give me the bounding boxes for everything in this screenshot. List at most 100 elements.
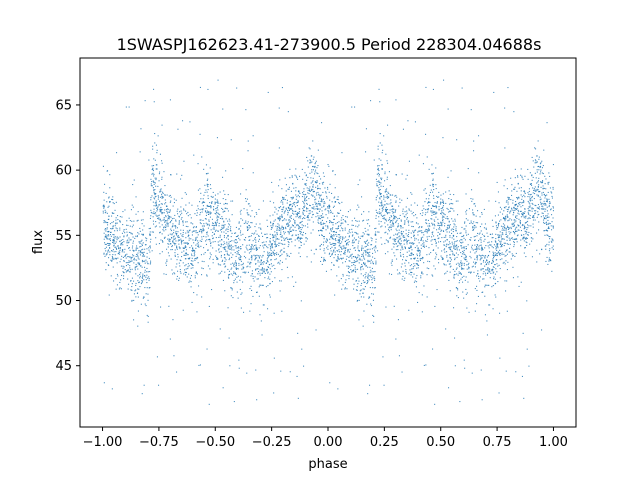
data-point bbox=[103, 207, 105, 209]
data-point bbox=[437, 238, 439, 240]
data-point bbox=[366, 239, 368, 241]
data-point bbox=[266, 269, 268, 271]
data-point bbox=[435, 245, 437, 247]
data-point bbox=[178, 279, 180, 281]
data-point bbox=[392, 221, 394, 223]
data-point bbox=[331, 262, 333, 264]
data-point bbox=[497, 225, 499, 227]
data-point bbox=[432, 223, 434, 225]
data-point bbox=[193, 154, 195, 156]
data-point bbox=[433, 195, 435, 197]
data-point bbox=[305, 240, 307, 242]
data-point bbox=[305, 237, 307, 239]
data-point bbox=[373, 247, 375, 249]
data-point bbox=[455, 287, 457, 289]
data-point bbox=[259, 255, 261, 257]
data-point bbox=[280, 231, 282, 233]
data-point bbox=[403, 243, 405, 245]
data-point bbox=[457, 262, 459, 264]
data-point bbox=[552, 206, 554, 208]
data-point bbox=[235, 242, 237, 244]
data-point bbox=[440, 241, 442, 243]
data-point bbox=[224, 224, 226, 226]
data-point bbox=[293, 204, 295, 206]
data-point bbox=[207, 249, 209, 251]
data-point bbox=[405, 178, 407, 180]
data-point bbox=[552, 210, 554, 212]
data-point bbox=[128, 241, 130, 243]
data-point bbox=[342, 239, 344, 241]
data-point bbox=[259, 245, 261, 247]
data-point bbox=[210, 188, 212, 190]
data-point bbox=[176, 259, 178, 261]
data-point bbox=[456, 267, 458, 269]
data-point bbox=[165, 215, 167, 217]
data-point bbox=[330, 269, 332, 271]
data-point bbox=[303, 206, 305, 208]
data-point bbox=[431, 232, 433, 234]
data-point bbox=[531, 175, 533, 177]
data-point bbox=[259, 284, 261, 286]
data-point bbox=[289, 230, 291, 232]
data-point bbox=[167, 214, 169, 216]
data-point bbox=[250, 303, 252, 305]
data-point bbox=[153, 181, 155, 183]
data-point bbox=[542, 188, 544, 190]
data-point bbox=[465, 293, 467, 295]
data-point bbox=[549, 259, 551, 261]
data-point bbox=[124, 255, 126, 257]
data-point bbox=[320, 204, 322, 206]
data-point bbox=[513, 223, 515, 225]
data-point bbox=[282, 228, 284, 230]
data-point bbox=[454, 254, 456, 256]
data-point bbox=[302, 200, 304, 202]
data-point bbox=[501, 232, 503, 234]
data-point bbox=[474, 248, 476, 250]
data-point bbox=[209, 258, 211, 260]
data-point bbox=[453, 274, 455, 276]
data-point bbox=[535, 210, 537, 212]
data-point bbox=[367, 280, 369, 282]
data-point bbox=[548, 244, 550, 246]
data-point bbox=[157, 215, 159, 217]
data-point bbox=[304, 215, 306, 217]
data-point bbox=[381, 205, 383, 207]
data-point bbox=[134, 269, 136, 271]
data-point bbox=[485, 274, 487, 276]
data-point bbox=[387, 197, 389, 199]
data-point bbox=[300, 244, 302, 246]
data-point bbox=[467, 219, 469, 221]
data-point bbox=[153, 88, 155, 90]
data-point bbox=[365, 252, 367, 254]
data-point bbox=[471, 200, 473, 202]
data-point bbox=[166, 205, 168, 207]
data-point bbox=[107, 170, 109, 172]
data-point bbox=[274, 259, 276, 261]
data-point bbox=[240, 213, 242, 215]
data-point bbox=[391, 210, 393, 212]
data-point bbox=[360, 266, 362, 268]
data-point bbox=[173, 242, 175, 244]
data-point bbox=[356, 233, 358, 235]
data-point bbox=[222, 244, 224, 246]
data-point bbox=[356, 258, 358, 260]
data-point bbox=[238, 367, 240, 369]
data-point bbox=[422, 236, 424, 238]
data-point bbox=[127, 239, 129, 241]
data-point bbox=[442, 206, 444, 208]
data-point bbox=[150, 262, 152, 264]
data-point bbox=[276, 227, 278, 229]
data-point bbox=[177, 236, 179, 238]
data-point bbox=[155, 200, 157, 202]
data-point bbox=[537, 140, 539, 142]
data-point bbox=[199, 201, 201, 203]
data-point bbox=[489, 244, 491, 246]
data-point bbox=[523, 200, 525, 202]
data-point bbox=[400, 219, 402, 221]
data-point bbox=[360, 235, 362, 237]
data-point bbox=[157, 185, 159, 187]
data-point bbox=[119, 241, 121, 243]
data-point bbox=[378, 220, 380, 222]
data-point bbox=[524, 230, 526, 232]
data-point bbox=[274, 254, 276, 256]
